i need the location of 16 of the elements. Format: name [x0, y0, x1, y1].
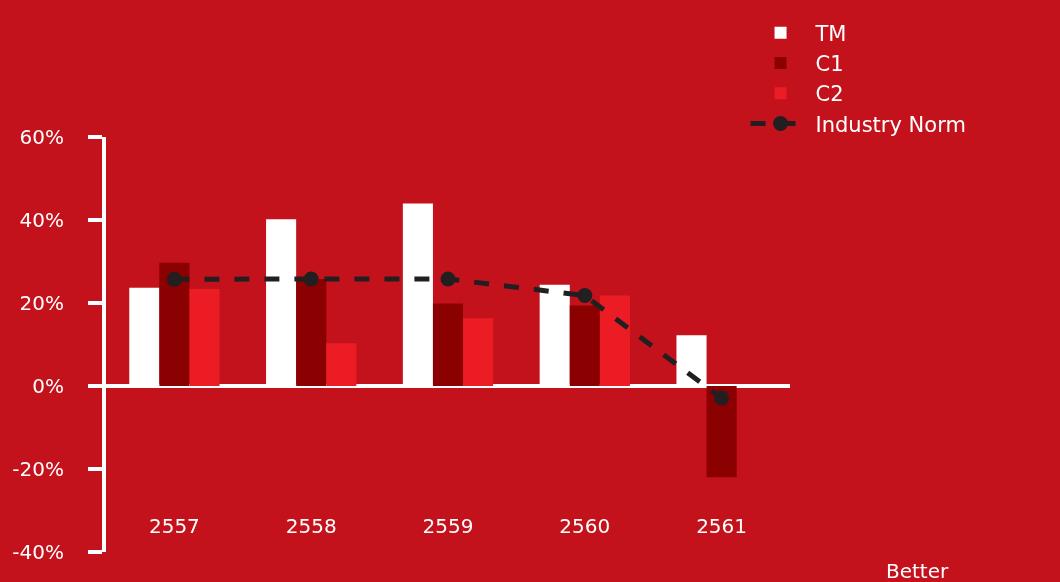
x-tick-label: 2557 [148, 514, 200, 538]
text: Better [886, 559, 950, 582]
y-tick-label: 20% [19, 291, 64, 315]
y-tick-label: -20% [12, 457, 64, 481]
legend-label: C2 [815, 82, 844, 107]
x-tick-label: 2561 [696, 514, 748, 538]
legend-label: C1 [815, 52, 844, 77]
y-tick-label: 40% [19, 208, 64, 232]
legend-label: TM [814, 21, 847, 46]
x-tick-label: 2559 [422, 514, 474, 538]
legend-label: Industry Norm [815, 112, 966, 137]
x-tick-label: 2558 [285, 514, 337, 538]
y-tick-label: 60% [19, 125, 64, 149]
x-tick-label: 2560 [559, 514, 611, 538]
y-tick-label: -40% [12, 540, 64, 564]
y-tick-label: 0% [32, 374, 64, 398]
